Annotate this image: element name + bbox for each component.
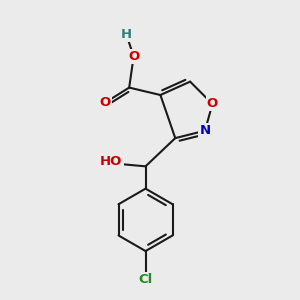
- Text: Cl: Cl: [138, 273, 153, 286]
- Text: O: O: [128, 50, 139, 63]
- Text: HO: HO: [100, 155, 122, 168]
- Text: O: O: [207, 98, 218, 110]
- Text: O: O: [100, 96, 111, 109]
- Text: N: N: [200, 124, 211, 137]
- Text: H: H: [121, 28, 132, 40]
